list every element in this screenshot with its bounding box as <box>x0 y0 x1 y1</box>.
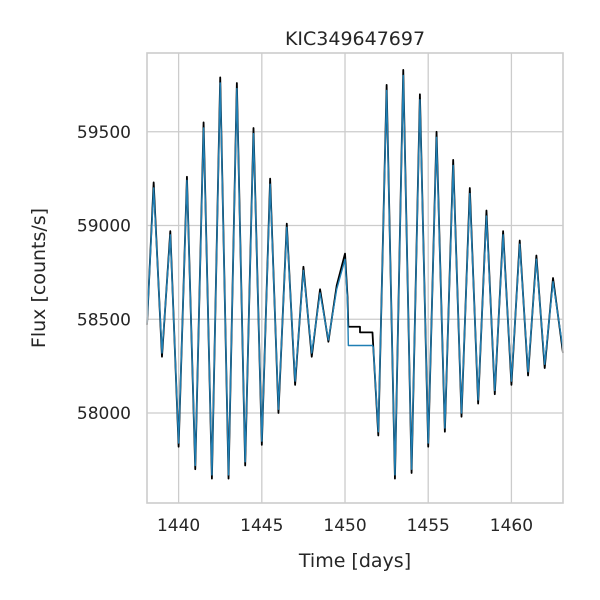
x-tick-label: 1460 <box>490 516 533 536</box>
y-axis-label: Flux [counts/s] <box>28 208 50 348</box>
x-tick-label: 1455 <box>407 516 450 536</box>
plot-frame <box>146 52 564 504</box>
series-layer <box>146 68 564 480</box>
grid-lines <box>147 53 563 503</box>
tick-labels: 1440 1445 1450 1455 1460 58000 58500 59000 59500 <box>77 123 533 536</box>
y-tick-label: 58500 <box>77 310 131 330</box>
y-tick-label: 59500 <box>77 123 131 143</box>
flux-model-line <box>146 74 564 476</box>
x-tick-label: 1440 <box>157 516 200 536</box>
x-tick-label: 1450 <box>323 516 366 536</box>
chart-title: KIC349647697 <box>285 28 425 50</box>
x-axis-label: Time [days] <box>298 550 411 572</box>
y-tick-label: 59000 <box>77 217 131 237</box>
x-tick-label: 1445 <box>240 516 283 536</box>
y-tick-label: 58000 <box>77 404 131 424</box>
